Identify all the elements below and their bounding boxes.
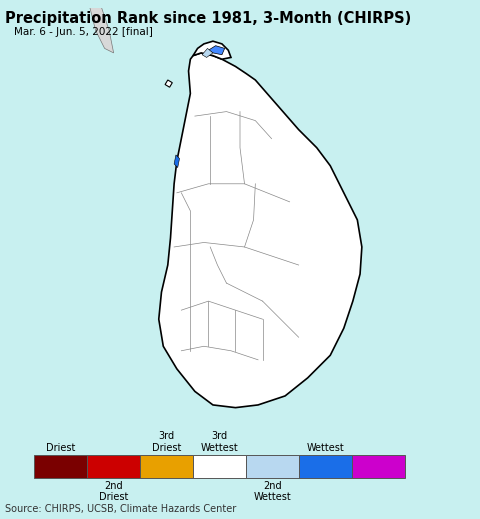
Bar [193, 455, 246, 479]
Text: Precipitation Rank since 1981, 3-Month (CHIRPS): Precipitation Rank since 1981, 3-Month (… [5, 11, 411, 26]
Bar [87, 455, 140, 479]
Text: Wettest: Wettest [307, 443, 344, 453]
Text: Source: CHIRPS, UCSB, Climate Hazards Center: Source: CHIRPS, UCSB, Climate Hazards Ce… [5, 504, 236, 514]
Bar [299, 455, 352, 479]
Polygon shape [202, 48, 213, 58]
Text: 2nd
Driest: 2nd Driest [99, 481, 128, 502]
Text: Mar. 6 - Jun. 5, 2022 [final]: Mar. 6 - Jun. 5, 2022 [final] [14, 27, 153, 37]
Polygon shape [174, 155, 180, 168]
Text: 3rd
Driest: 3rd Driest [152, 431, 181, 453]
Polygon shape [73, 0, 114, 53]
Text: Driest: Driest [46, 443, 75, 453]
Polygon shape [193, 41, 231, 59]
Bar [352, 455, 405, 479]
Bar [34, 455, 87, 479]
Polygon shape [208, 46, 225, 54]
Bar [140, 455, 193, 479]
Bar [246, 455, 299, 479]
Polygon shape [159, 53, 362, 407]
Text: 3rd
Wettest: 3rd Wettest [201, 431, 238, 453]
Polygon shape [165, 80, 172, 87]
Text: 2nd
Wettest: 2nd Wettest [253, 481, 291, 502]
